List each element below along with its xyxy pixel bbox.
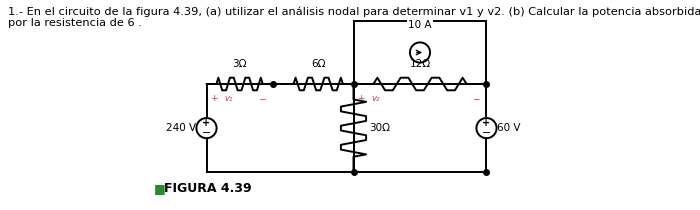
Text: −: − [482, 128, 491, 138]
Text: 3Ω: 3Ω [232, 59, 247, 69]
Text: 60 V: 60 V [497, 123, 521, 133]
Text: −: − [202, 128, 211, 138]
Text: 30Ω: 30Ω [369, 123, 390, 133]
Text: FIGURA 4.39: FIGURA 4.39 [164, 182, 252, 195]
Text: v₁: v₁ [224, 94, 232, 103]
Text: ■: ■ [154, 182, 170, 195]
Text: +: + [357, 94, 365, 103]
Text: 10 A: 10 A [408, 20, 432, 30]
Text: +: + [482, 118, 491, 128]
Text: −: − [472, 94, 480, 103]
Text: +: + [202, 118, 211, 128]
Text: 240 V: 240 V [166, 123, 196, 133]
Text: 12Ω: 12Ω [410, 59, 430, 69]
Text: 6Ω: 6Ω [311, 59, 326, 69]
Text: v₂: v₂ [371, 94, 379, 103]
Text: −: − [258, 94, 265, 103]
Text: 1.- En el circuito de la figura 4.39, (a) utilizar el análisis nodal para determ: 1.- En el circuito de la figura 4.39, (a… [8, 6, 700, 28]
Text: +: + [210, 94, 218, 103]
